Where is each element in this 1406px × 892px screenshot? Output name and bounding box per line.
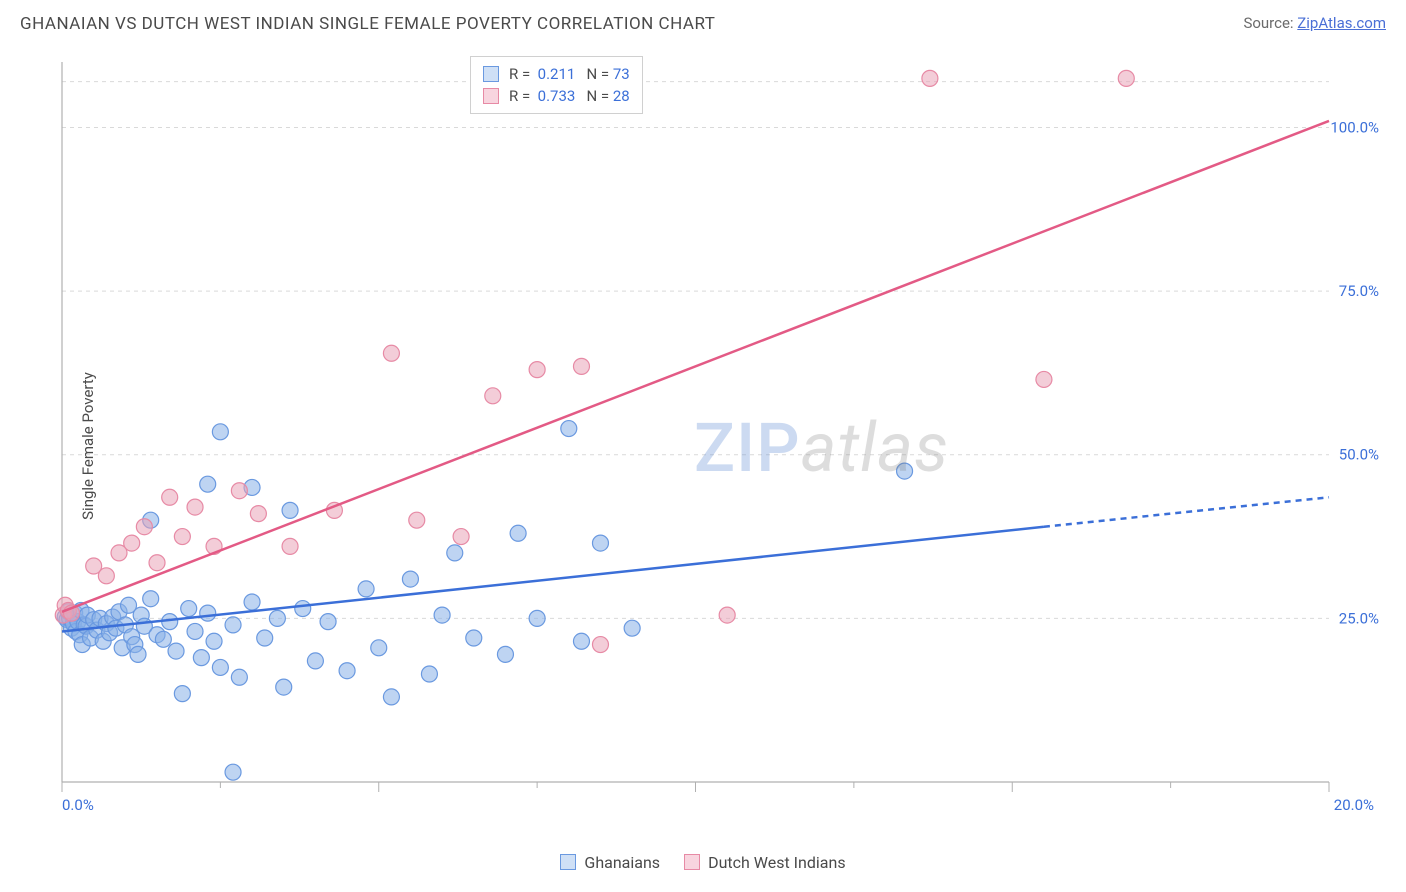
correlation-legend-row: R = 0.733 N = 28 xyxy=(483,85,630,107)
svg-text:75.0%: 75.0% xyxy=(1339,282,1379,300)
source-attribution: Source: ZipAtlas.com xyxy=(1243,14,1386,32)
legend-swatch xyxy=(483,88,499,104)
chart-container: GHANAIAN VS DUTCH WEST INDIAN SINGLE FEM… xyxy=(0,0,1406,892)
legend-swatch xyxy=(684,854,700,870)
scatter-plot-svg: 0.0% 20.0% 25.0% 50.0% 75.0% 100.0% xyxy=(54,52,1384,822)
legend-swatch xyxy=(560,854,576,870)
correlation-legend-row: R = 0.211 N = 73 xyxy=(483,63,630,85)
chart-title: GHANAIAN VS DUTCH WEST INDIAN SINGLE FEM… xyxy=(20,14,715,34)
source-link[interactable]: ZipAtlas.com xyxy=(1297,14,1386,32)
legend-text: R = 0.733 N = 28 xyxy=(509,87,630,105)
svg-text:50.0%: 50.0% xyxy=(1339,446,1379,464)
legend-text: R = 0.211 N = 73 xyxy=(509,65,630,83)
svg-text:20.0%: 20.0% xyxy=(1334,796,1374,814)
series-legend-item: Ghanaians xyxy=(560,853,660,872)
svg-text:100.0%: 100.0% xyxy=(1330,118,1379,136)
correlation-legend: R = 0.211 N = 73 R = 0.733 N = 28 xyxy=(470,56,643,114)
plot-area: 0.0% 20.0% 25.0% 50.0% 75.0% 100.0% xyxy=(54,52,1384,822)
svg-text:0.0%: 0.0% xyxy=(62,796,94,814)
series-legend-label: Dutch West Indians xyxy=(708,853,846,872)
series-legend: Ghanaians Dutch West Indians xyxy=(0,853,1406,875)
legend-swatch xyxy=(483,66,499,82)
series-legend-item: Dutch West Indians xyxy=(684,853,846,872)
svg-text:25.0%: 25.0% xyxy=(1339,609,1379,627)
series-legend-label: Ghanaians xyxy=(584,853,660,872)
